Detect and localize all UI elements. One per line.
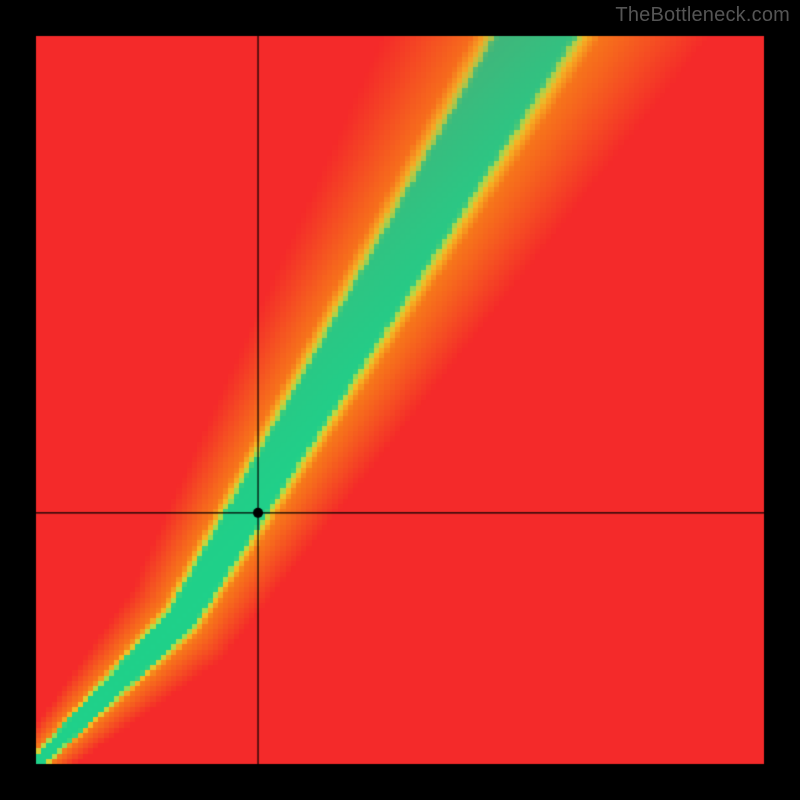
heatmap-canvas bbox=[0, 0, 800, 800]
watermark-text: TheBottleneck.com bbox=[615, 4, 790, 27]
chart-container: TheBottleneck.com bbox=[0, 0, 800, 800]
